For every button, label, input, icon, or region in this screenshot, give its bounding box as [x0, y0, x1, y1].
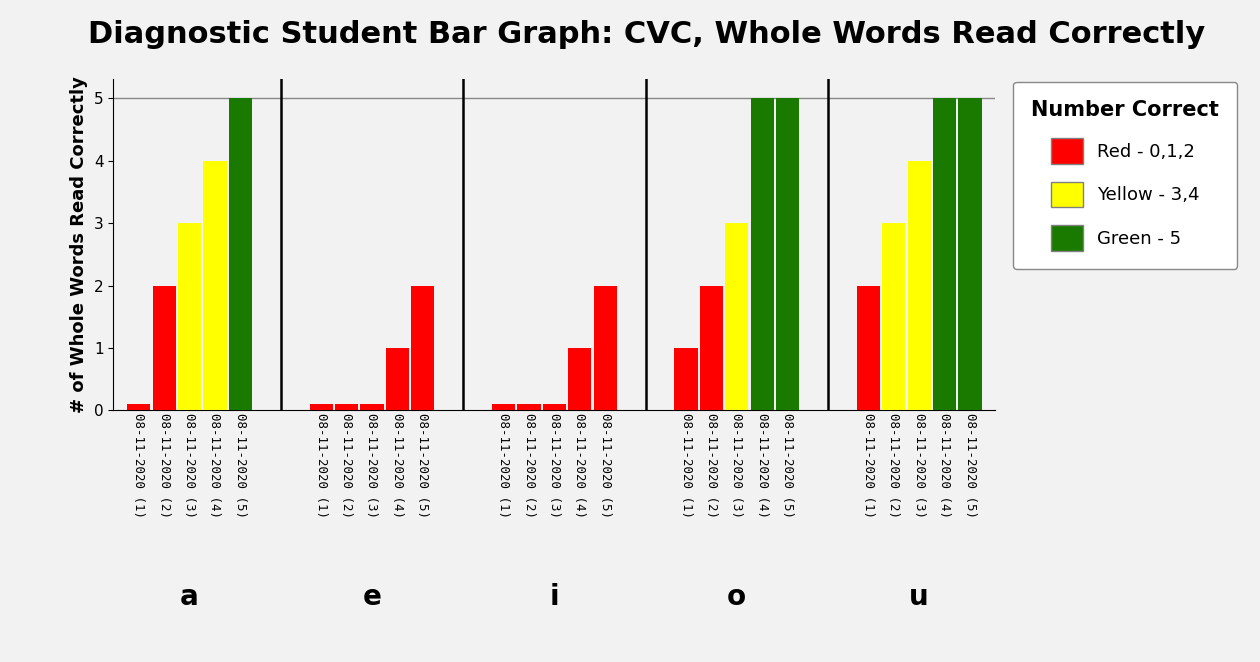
- Bar: [751, 98, 774, 410]
- Text: a: a: [180, 583, 199, 610]
- Bar: [857, 285, 879, 410]
- Bar: [674, 348, 698, 410]
- Bar: [699, 285, 723, 410]
- Bar: [932, 98, 956, 410]
- Bar: [907, 161, 931, 410]
- Bar: [724, 223, 748, 410]
- Bar: [959, 98, 982, 410]
- Text: o: o: [727, 583, 746, 610]
- Bar: [360, 404, 384, 410]
- Y-axis label: # of Whole Words Read Correctly: # of Whole Words Read Correctly: [71, 77, 88, 413]
- Bar: [229, 98, 252, 410]
- Bar: [882, 223, 906, 410]
- Bar: [310, 404, 333, 410]
- Bar: [411, 285, 435, 410]
- Bar: [593, 285, 617, 410]
- Bar: [335, 404, 358, 410]
- Text: i: i: [549, 583, 559, 610]
- Text: u: u: [910, 583, 929, 610]
- Text: Diagnostic Student Bar Graph: CVC, Whole Words Read Correctly: Diagnostic Student Bar Graph: CVC, Whole…: [88, 20, 1206, 49]
- Bar: [568, 348, 591, 410]
- Legend: Red - 0,1,2, Yellow - 3,4, Green - 5: Red - 0,1,2, Yellow - 3,4, Green - 5: [1013, 82, 1237, 269]
- Bar: [203, 161, 227, 410]
- Bar: [127, 404, 150, 410]
- Text: e: e: [363, 583, 382, 610]
- Bar: [518, 404, 541, 410]
- Bar: [386, 348, 410, 410]
- Bar: [776, 98, 799, 410]
- Bar: [152, 285, 176, 410]
- Bar: [178, 223, 202, 410]
- Bar: [543, 404, 566, 410]
- Bar: [491, 404, 515, 410]
